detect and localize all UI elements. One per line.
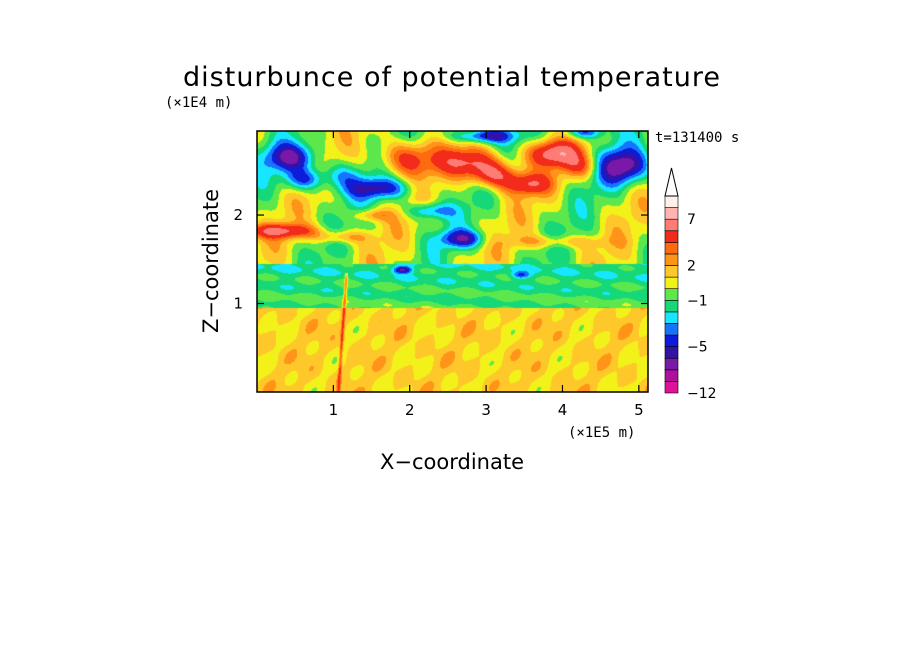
x-axis-label: X−coordinate: [380, 450, 524, 474]
colorbar-swatch: [664, 230, 679, 243]
colorbar-swatch: [664, 253, 679, 266]
colorbar-label: −12: [687, 386, 717, 402]
colorbar-swatch: [664, 242, 679, 255]
x-tick-label: 3: [481, 401, 491, 419]
colorbar-swatch: [664, 265, 679, 278]
colorbar-swatch: [664, 207, 679, 220]
x-tick-label: 2: [405, 401, 415, 419]
colorbar-label: 2: [687, 259, 696, 275]
colorbar-label: 7: [687, 212, 696, 228]
contour-field-image: [257, 131, 648, 392]
x-axis: 1 2 3 4 5: [329, 131, 644, 419]
colorbar: [664, 167, 679, 394]
colorbar-swatch: [664, 369, 679, 382]
colorbar-swatch: [664, 276, 679, 290]
time-label: t=131400 s: [655, 130, 739, 146]
colorbar-swatch: [664, 288, 679, 301]
colorbar-label: −5: [687, 340, 708, 356]
colorbar-label: −1: [687, 293, 708, 309]
colorbar-swatch: [664, 299, 679, 313]
colorbar-swatch: [664, 311, 679, 324]
contour-field: [257, 131, 648, 392]
chart-title: disturbunce of potential temperature: [183, 62, 721, 93]
colorbar-swatch: [664, 357, 679, 371]
y-tick-label: 2: [233, 206, 243, 224]
y-tick-label: 1: [233, 295, 243, 313]
y-axis: 12: [233, 206, 648, 313]
plot-frame: [256, 130, 649, 393]
colorbar-labels: 7 2 −1 −5 −12: [687, 212, 717, 402]
y-unit-label: (×1E4 m): [165, 95, 232, 111]
x-tick-label: 1: [329, 401, 339, 419]
colorbar-swatch: [664, 381, 679, 394]
x-unit-label: (×1E5 m): [568, 425, 635, 441]
y-axis-label: Z−coordinate: [199, 189, 223, 333]
colorbar-extend-arrow: [664, 167, 679, 197]
colorbar-swatch: [664, 334, 679, 347]
colorbar-swatch: [664, 195, 679, 208]
x-tick-label: 5: [634, 401, 644, 419]
colorbar-swatch: [664, 218, 679, 232]
colorbar-swatch: [664, 323, 679, 336]
x-tick-label: 4: [558, 401, 568, 419]
colorbar-swatch: [664, 346, 679, 359]
